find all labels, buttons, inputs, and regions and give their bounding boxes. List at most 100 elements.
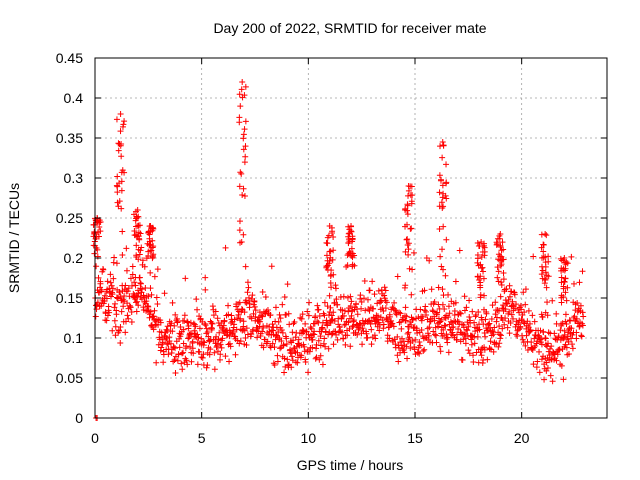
- data-point: [494, 274, 501, 281]
- data-point: [167, 340, 174, 347]
- data-point: [109, 327, 116, 334]
- data-point: [423, 312, 430, 319]
- data-point: [561, 255, 568, 261]
- data-point: [426, 318, 433, 325]
- data-point: [528, 339, 535, 346]
- data-point: [243, 325, 250, 332]
- data-point: [489, 302, 496, 309]
- data-point: [146, 241, 153, 248]
- data-point: [340, 293, 347, 300]
- data-point: [438, 263, 445, 270]
- data-point: [310, 330, 317, 337]
- data-point: [333, 296, 340, 303]
- data-point: [442, 323, 449, 330]
- data-point: [401, 284, 408, 291]
- data-point: [452, 299, 459, 306]
- data-point: [181, 312, 188, 319]
- data-point: [401, 349, 408, 356]
- data-point: [345, 240, 352, 247]
- data-point: [500, 276, 507, 283]
- data-point: [497, 293, 504, 300]
- data-point: [118, 153, 125, 160]
- data-point: [138, 286, 145, 293]
- data-point: [334, 336, 341, 343]
- data-point: [97, 218, 104, 225]
- data-point: [345, 319, 352, 326]
- data-point: [368, 341, 375, 348]
- data-point: [305, 312, 312, 319]
- data-point: [327, 273, 334, 280]
- data-point: [219, 335, 226, 342]
- data-point: [248, 331, 255, 338]
- data-point: [481, 248, 488, 255]
- data-point: [574, 300, 581, 307]
- data-point: [231, 321, 238, 328]
- data-point: [328, 267, 335, 274]
- data-point: [185, 335, 192, 342]
- data-point: [153, 359, 160, 366]
- data-point: [465, 323, 472, 330]
- data-point: [527, 320, 534, 327]
- data-point: [483, 310, 490, 317]
- data-point: [456, 309, 463, 316]
- data-point: [545, 253, 552, 260]
- data-point: [556, 347, 563, 354]
- data-point: [92, 313, 99, 320]
- data-point: [433, 332, 440, 339]
- data-point: [402, 223, 409, 230]
- data-point: [226, 358, 233, 365]
- data-point: [127, 275, 134, 282]
- data-point: [457, 310, 464, 317]
- data-point: [340, 312, 347, 319]
- data-point: [161, 290, 168, 297]
- data-point: [534, 338, 541, 345]
- x-tick-label: 15: [407, 430, 423, 446]
- data-point: [100, 266, 107, 273]
- data-point: [500, 302, 507, 309]
- data-point: [145, 303, 152, 310]
- data-point: [433, 310, 440, 317]
- data-point: [321, 335, 328, 342]
- data-point: [573, 315, 580, 322]
- data-point: [264, 307, 271, 314]
- data-point: [439, 154, 446, 161]
- data-point: [480, 275, 487, 282]
- data-point: [502, 315, 509, 322]
- data-point: [522, 342, 529, 349]
- data-point: [404, 236, 411, 243]
- data-point: [120, 303, 127, 310]
- data-point: [172, 311, 179, 318]
- data-point: [225, 311, 232, 318]
- data-point: [185, 322, 192, 329]
- data-point: [445, 314, 452, 321]
- data-point: [472, 313, 479, 320]
- data-point: [503, 285, 510, 292]
- data-point: [207, 346, 214, 353]
- data-point: [464, 327, 471, 334]
- data-point: [104, 278, 111, 285]
- data-point: [216, 356, 223, 363]
- data-point: [547, 345, 554, 352]
- data-point: [111, 317, 118, 324]
- data-point: [391, 336, 398, 343]
- data-point: [150, 313, 157, 320]
- data-point: [478, 265, 485, 272]
- data-point: [153, 294, 160, 301]
- data-point: [292, 359, 299, 366]
- data-point: [143, 255, 150, 262]
- data-point: [188, 358, 195, 365]
- data-point: [290, 337, 297, 344]
- data-point: [408, 291, 415, 298]
- data-point: [518, 306, 525, 313]
- data-point: [471, 319, 478, 326]
- data-point: [214, 348, 221, 355]
- data-point: [568, 325, 575, 332]
- data-point: [411, 346, 418, 353]
- data-point: [341, 307, 348, 314]
- data-point: [508, 311, 515, 318]
- data-point: [480, 321, 487, 328]
- data-point: [531, 335, 538, 342]
- data-point: [540, 254, 547, 261]
- data-point: [542, 335, 549, 342]
